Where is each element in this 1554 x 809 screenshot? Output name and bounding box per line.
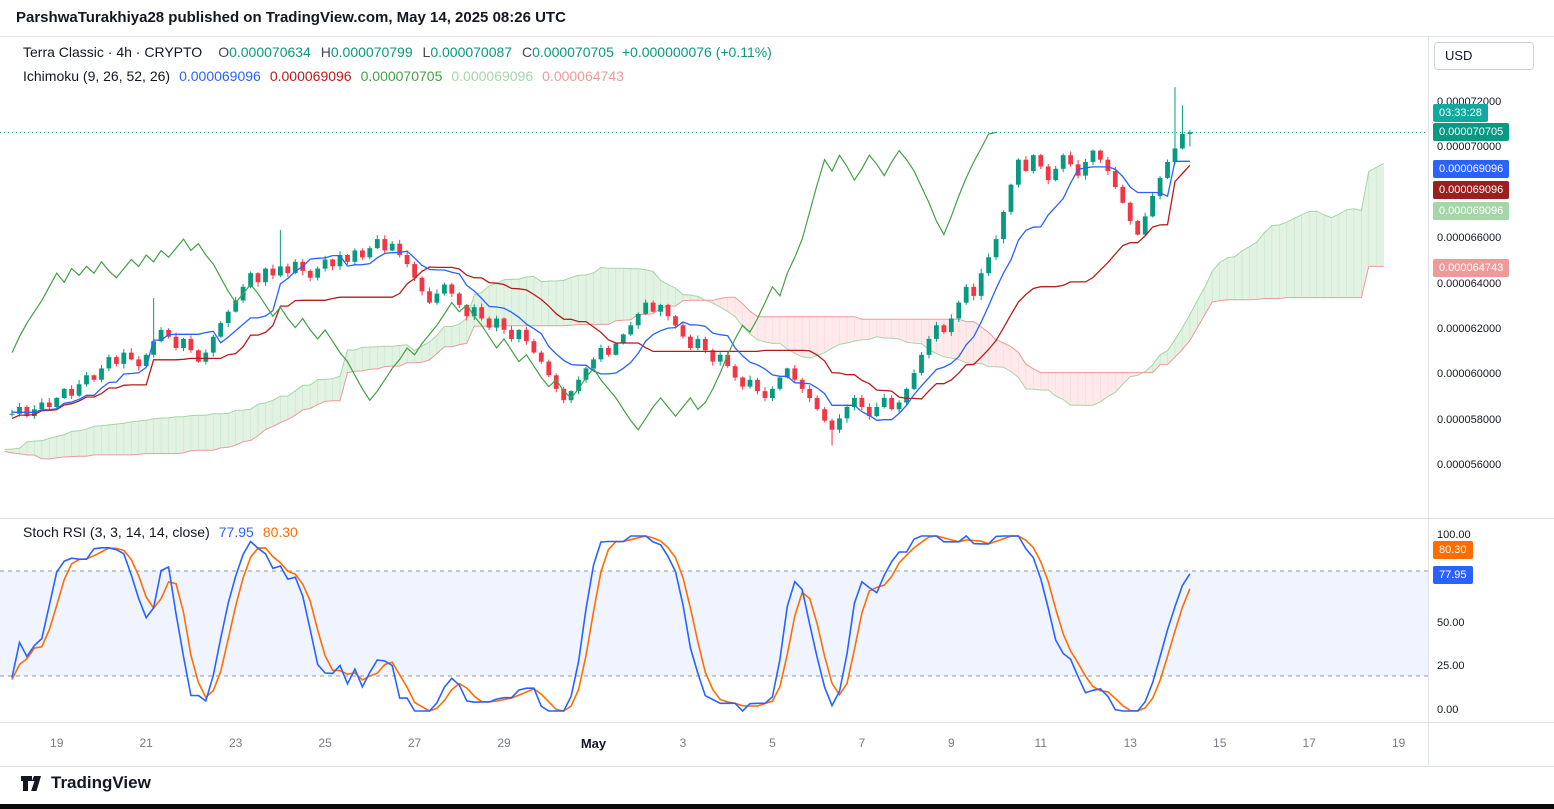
time-tick-23: 23 bbox=[228, 736, 243, 750]
time-tick-17: 17 bbox=[1302, 736, 1316, 750]
currency-button[interactable]: USD bbox=[1434, 42, 1534, 70]
time-axis[interactable]: 19 21 23 25 27 29 May 3 5 7 9 11 13 15 17 19 bbox=[0, 722, 1428, 766]
stoch-k-badge: 77.95 bbox=[1433, 565, 1473, 584]
price-tick: 0.000062000 bbox=[1437, 322, 1502, 335]
price-axis[interactable]: 0.000072000 0.000070000 0.000066000 0.00006… bbox=[1428, 0, 1554, 804]
price-axis-separator bbox=[1428, 36, 1429, 767]
price-tick: 0.000066000 bbox=[1437, 232, 1502, 245]
tradingview-logo-icon bbox=[21, 776, 41, 791]
lead-b-badge: 0.000064743 bbox=[1433, 258, 1510, 277]
symbol-legend: Terra Classic · 4h · CRYPTO O0.000070634… bbox=[23, 44, 772, 60]
stoch-tick: 25.00 bbox=[1437, 660, 1465, 673]
stoch-tick: 50.00 bbox=[1437, 616, 1465, 629]
price-tick: 0.000070000 bbox=[1437, 141, 1502, 154]
attribution-bar: ParshwaTurakhiya28 published on TradingV… bbox=[0, 0, 1554, 36]
price-tick: 0.000064000 bbox=[1437, 277, 1502, 290]
time-tick-9: 9 bbox=[947, 736, 955, 750]
price-tick: 0.000058000 bbox=[1437, 413, 1502, 426]
time-tick-3: 3 bbox=[679, 736, 687, 750]
ichimoku-conversion-value: 0.000069096 bbox=[179, 68, 261, 84]
time-tick-21: 21 bbox=[139, 736, 153, 750]
pane-separator[interactable] bbox=[0, 518, 1554, 519]
time-tick-29: 29 bbox=[497, 736, 511, 750]
ichimoku-lead-b-value: 0.000064743 bbox=[542, 68, 624, 84]
close-value: 0.000070705 bbox=[532, 44, 614, 60]
footer-separator bbox=[0, 766, 1554, 767]
change-value: +0.000000076 (+0.11%) bbox=[621, 44, 772, 60]
symbol-title: Terra Classic · 4h · CRYPTO bbox=[23, 44, 203, 60]
close-label: C bbox=[521, 44, 533, 60]
time-tick-27: 27 bbox=[407, 736, 422, 750]
open-value: 0.000070634 bbox=[229, 44, 311, 60]
stoch-d-badge: 80.30 bbox=[1433, 541, 1473, 560]
ichimoku-title: Ichimoku (9, 26, 52, 26) bbox=[23, 68, 171, 84]
brand-text: TradingView bbox=[51, 773, 151, 792]
low-value: 0.000070087 bbox=[430, 44, 513, 60]
time-tick-19: 19 bbox=[50, 736, 64, 750]
ichimoku-lagging-value: 0.000070705 bbox=[360, 68, 443, 84]
high-label: H bbox=[320, 44, 331, 60]
ohlc-values: O0.000070634 H0.000070799 L0.000070087 C… bbox=[212, 44, 614, 60]
time-tick-25: 25 bbox=[318, 736, 332, 750]
last-price-badge: 0.000070705 bbox=[1433, 123, 1510, 142]
time-tick-7: 7 bbox=[858, 736, 866, 750]
stoch-rsi-legend: Stoch RSI (3, 3, 14, 14, close) 77.95 80… bbox=[23, 524, 298, 540]
time-tick-5: 5 bbox=[769, 736, 776, 750]
stoch-rsi-title: Stoch RSI (3, 3, 14, 14, close) bbox=[23, 524, 210, 540]
time-tick-19: 19 bbox=[1391, 736, 1406, 750]
ichimoku-lead-a-value: 0.000069096 bbox=[451, 68, 534, 84]
stoch-tick: 0.00 bbox=[1437, 704, 1459, 716]
header-separator bbox=[0, 36, 1554, 37]
stoch-tick: 100.00 bbox=[1437, 529, 1471, 541]
tradingview-brand[interactable]: TradingView bbox=[20, 772, 151, 794]
base-badge: 0.000069096 bbox=[1433, 180, 1510, 199]
time-axis-separator bbox=[0, 722, 1554, 723]
time-tick-11: 11 bbox=[1034, 736, 1048, 750]
time-tick-15: 15 bbox=[1213, 736, 1227, 750]
price-tick: 0.000060000 bbox=[1437, 368, 1502, 381]
stoch-d-value: 80.30 bbox=[262, 524, 298, 540]
price-tick: 0.000056000 bbox=[1437, 459, 1502, 471]
ichimoku-base-value: 0.000069096 bbox=[269, 68, 352, 84]
low-label: L bbox=[422, 44, 431, 60]
time-tick-may: May bbox=[580, 736, 607, 751]
countdown-badge: 03:33:28 bbox=[1433, 104, 1488, 123]
conversion-badge: 0.000069096 bbox=[1433, 159, 1510, 178]
stoch-k-value: 77.95 bbox=[218, 524, 254, 540]
open-label: O bbox=[218, 44, 230, 60]
ichimoku-legend: Ichimoku (9, 26, 52, 26) 0.000069096 0.0… bbox=[23, 68, 624, 84]
bottom-edge bbox=[0, 804, 1554, 809]
time-tick-13: 13 bbox=[1123, 736, 1137, 750]
attribution-text: ParshwaTurakhiya28 published on TradingV… bbox=[16, 9, 566, 26]
high-value: 0.000070799 bbox=[330, 44, 413, 60]
lead-a-badge: 0.000069096 bbox=[1433, 201, 1510, 220]
